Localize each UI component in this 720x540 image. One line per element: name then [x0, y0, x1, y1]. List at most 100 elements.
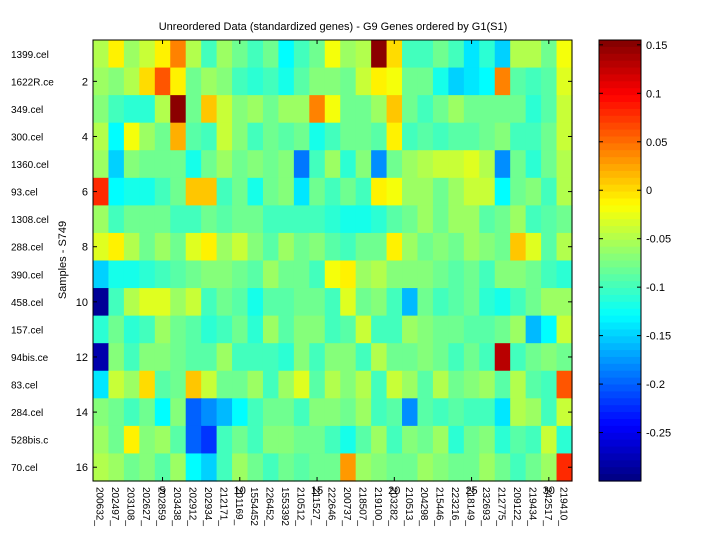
- heatmap-cell: [340, 122, 357, 151]
- y-tick-label: 10: [76, 297, 88, 309]
- heatmap-cell: [324, 232, 341, 262]
- heatmap-cell: [371, 177, 388, 206]
- heatmap-cell: [417, 232, 434, 262]
- heatmap-cell: [108, 453, 125, 482]
- heatmap-cell: [355, 343, 372, 372]
- heatmap-cell: [479, 205, 496, 234]
- heatmap-cell: [170, 177, 187, 206]
- colorbar-step: [599, 191, 641, 200]
- heatmap-cell: [278, 95, 295, 124]
- heatmap-cell: [340, 177, 357, 206]
- heatmap-cell: [185, 67, 202, 96]
- heatmap-cell: [525, 260, 542, 289]
- colorbar-step: [599, 377, 641, 386]
- heatmap-cell: [448, 398, 465, 427]
- heatmap-cell: [355, 260, 372, 289]
- heatmap-cell: [293, 67, 310, 96]
- heatmap-cell: [201, 315, 218, 344]
- heatmap-cell: [402, 260, 419, 289]
- colorbar-step: [599, 301, 641, 310]
- chart-title: Unreordered Data (standardized genes) - …: [159, 21, 508, 33]
- row-label: 83.cel: [11, 381, 38, 392]
- heatmap-cell: [293, 177, 310, 206]
- heatmap-cell: [216, 95, 233, 124]
- colorbar-step: [599, 474, 641, 482]
- heatmap-cell: [170, 260, 187, 289]
- heatmap-cell: [309, 40, 326, 69]
- row-label: 70.cel: [11, 463, 38, 474]
- y-tick-label: 14: [76, 407, 88, 419]
- heatmap-cell: [93, 95, 110, 124]
- heatmap-cell: [278, 122, 295, 151]
- heatmap-cell: [494, 95, 511, 124]
- heatmap-cell: [170, 205, 187, 234]
- heatmap-cell: [108, 260, 125, 289]
- x-tick-label: 10: [234, 485, 246, 497]
- heatmap-cell: [371, 425, 388, 455]
- heatmap-cell: [371, 315, 388, 344]
- heatmap-cell: [340, 67, 357, 96]
- heatmap-cell: [463, 425, 480, 455]
- colorbar-step: [599, 343, 641, 351]
- heatmap-cell: [525, 122, 542, 151]
- colorbar-step: [599, 281, 641, 289]
- column-label: 232693_: [480, 487, 491, 526]
- heatmap-cell: [371, 95, 388, 124]
- heatmap-cell: [402, 398, 419, 427]
- heatmap-cell: [432, 315, 449, 344]
- heatmap-cell: [324, 40, 341, 69]
- heatmap-cell: [216, 398, 233, 427]
- colorbar-step: [599, 405, 641, 413]
- heatmap-cell: [139, 150, 156, 179]
- column-label: 202912_: [186, 487, 197, 526]
- heatmap-cell: [139, 122, 156, 151]
- heatmap-cell: [170, 150, 187, 179]
- heatmap-cell: [324, 425, 341, 455]
- heatmap-cell: [556, 425, 573, 455]
- heatmap-cell: [139, 370, 156, 399]
- heatmap-cell: [324, 370, 341, 399]
- colorbar-step: [599, 88, 641, 96]
- heatmap-cell: [262, 260, 280, 289]
- heatmap-cell: [123, 315, 140, 344]
- heatmap-cell: [432, 67, 449, 96]
- heatmap-cell: [448, 205, 465, 234]
- heatmap-cell: [494, 232, 511, 262]
- heatmap-cell: [309, 315, 326, 344]
- heatmap-cell: [154, 232, 171, 262]
- heatmap-cell: [479, 453, 496, 482]
- heatmap-cell: [232, 150, 249, 179]
- heatmap-cell: [417, 398, 434, 427]
- x-tick-label: 20: [388, 485, 400, 497]
- heatmap-cell: [463, 122, 480, 151]
- colorbar-step: [599, 170, 641, 179]
- heatmap-cell: [309, 95, 326, 124]
- column-label: 209122_: [511, 487, 522, 526]
- colorbar-step: [599, 205, 641, 213]
- heatmap-cell: [541, 260, 558, 289]
- heatmap-cell: [201, 425, 218, 455]
- heatmap-cell: [463, 370, 480, 399]
- heatmap-cell: [402, 288, 419, 317]
- heatmap-cell: [556, 315, 573, 344]
- heatmap-cell: [185, 425, 202, 455]
- colorbar-step: [599, 350, 641, 358]
- y-ticks: 2 4 6 8 10 12 14 16: [76, 76, 572, 474]
- heatmap-cell: [448, 122, 465, 151]
- heatmap-cell: [417, 425, 434, 455]
- x-tick-label: 5: [159, 485, 165, 497]
- heatmap-cell: [432, 260, 449, 289]
- heatmap-cell: [432, 288, 449, 317]
- heatmap-cell: [309, 343, 326, 372]
- x-tick-label: 15: [311, 485, 323, 497]
- colorbar-step: [599, 184, 641, 193]
- heatmap-cell: [324, 95, 341, 124]
- heatmap-cell: [185, 122, 202, 151]
- heatmap-cell: [201, 260, 218, 289]
- heatmap-cell: [293, 150, 310, 179]
- heatmap-cell: [355, 205, 372, 234]
- heatmap-cell: [494, 122, 511, 151]
- heatmap-cell: [154, 95, 171, 124]
- heatmap-cell: [448, 67, 465, 96]
- column-label: 212171_: [217, 487, 228, 526]
